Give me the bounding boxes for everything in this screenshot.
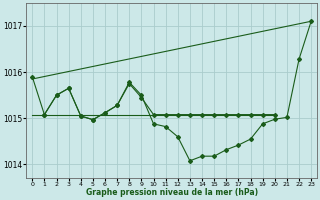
- X-axis label: Graphe pression niveau de la mer (hPa): Graphe pression niveau de la mer (hPa): [86, 188, 258, 197]
